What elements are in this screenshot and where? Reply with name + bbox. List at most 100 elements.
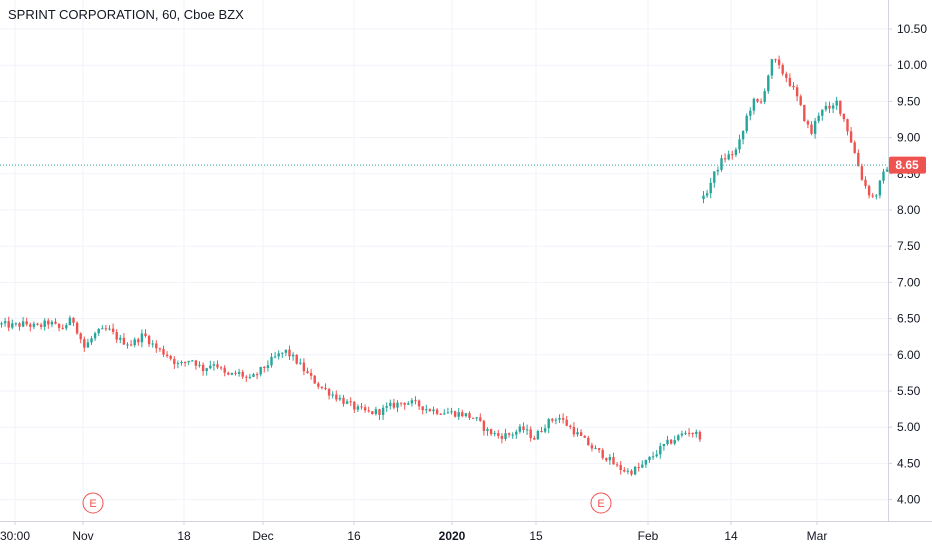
candle <box>493 430 496 437</box>
candle <box>770 58 774 80</box>
earnings-marker-2[interactable]: E <box>590 492 612 514</box>
candle-body <box>349 401 352 403</box>
candle <box>47 318 50 329</box>
candle-body <box>25 321 28 325</box>
candle <box>407 401 410 406</box>
candle <box>680 430 684 438</box>
time-tick-label: 18 <box>177 529 191 543</box>
price-tick-label: 8.00 <box>897 203 921 217</box>
time-tick-label: 15 <box>529 529 543 543</box>
candle-body <box>29 324 32 327</box>
candle-body <box>767 75 770 92</box>
price-tick-label: 9.00 <box>897 131 921 145</box>
earnings-marker-1[interactable]: E <box>82 492 104 514</box>
candle <box>284 349 288 357</box>
last-price-label: 8.65 <box>895 158 919 172</box>
candle-body <box>345 401 349 404</box>
candle <box>763 88 766 105</box>
candle-body <box>288 349 291 357</box>
candle-body <box>68 317 72 326</box>
candle-body <box>507 433 511 435</box>
candle-body <box>673 440 676 444</box>
candle-body <box>324 387 327 390</box>
time-tick-label: 30:00 <box>0 529 30 543</box>
candle-body <box>417 400 421 407</box>
candle-body <box>655 454 658 457</box>
candle <box>75 321 79 335</box>
time-tick-label: 14 <box>724 529 738 543</box>
price-tick-label: 5.50 <box>897 384 921 398</box>
candle-body <box>248 376 252 378</box>
candle-body <box>453 411 457 417</box>
candle-body <box>209 365 212 369</box>
candle-body <box>284 349 288 353</box>
candle-body <box>378 409 381 415</box>
candle-body <box>450 411 453 413</box>
candle-body <box>626 470 630 472</box>
candle-body <box>331 394 334 396</box>
candle <box>245 375 248 382</box>
candle <box>749 107 752 121</box>
time-tick-label: 16 <box>347 529 361 543</box>
candle-body <box>173 358 176 365</box>
candle <box>230 372 234 376</box>
candle <box>572 422 576 438</box>
candle-body <box>194 360 198 366</box>
candle <box>39 322 43 330</box>
candle <box>93 331 97 341</box>
candle <box>623 466 626 473</box>
candle <box>219 365 223 371</box>
candle <box>619 461 622 475</box>
candle <box>119 334 122 344</box>
candle-body <box>410 400 414 404</box>
candle-body <box>853 142 856 153</box>
candle-body <box>731 154 734 156</box>
candle <box>345 399 349 405</box>
candle <box>716 166 720 176</box>
candle <box>507 432 511 438</box>
candle-body <box>11 323 14 328</box>
candle <box>540 426 543 433</box>
candle <box>666 435 669 446</box>
candle-body <box>756 98 759 102</box>
candle-body <box>727 154 730 160</box>
candle-body <box>644 460 648 465</box>
price-tick-label: 5.00 <box>897 420 921 434</box>
candle <box>129 340 133 347</box>
candle-body <box>273 356 277 358</box>
candle <box>255 372 259 380</box>
candle-body <box>842 113 846 120</box>
candle-body <box>435 409 439 414</box>
candle-body <box>277 353 280 357</box>
candle <box>126 342 129 349</box>
candle-body <box>255 374 259 376</box>
candle-body <box>414 400 417 402</box>
candle-body <box>90 338 93 343</box>
candle <box>835 96 838 111</box>
candle <box>180 360 183 366</box>
candle-body <box>32 323 36 327</box>
candle <box>698 430 702 442</box>
candle <box>799 94 802 107</box>
candle-body <box>608 457 612 461</box>
candle <box>417 399 421 410</box>
candle <box>579 429 583 437</box>
candle-body <box>7 321 10 328</box>
candle-body <box>327 389 331 396</box>
candle <box>165 351 169 358</box>
candle <box>446 407 450 414</box>
candle-body <box>299 362 302 364</box>
candle-body <box>698 431 702 440</box>
candle <box>299 358 302 365</box>
candle <box>97 328 100 336</box>
candle-body <box>835 100 838 106</box>
price-tick-label: 7.00 <box>897 275 921 289</box>
candle <box>381 404 385 420</box>
candle <box>29 322 32 332</box>
candle-body <box>266 365 270 368</box>
candle-body <box>158 348 162 350</box>
candle <box>432 406 435 415</box>
candle-body <box>515 431 518 435</box>
candle-body <box>342 397 345 404</box>
candle <box>489 428 493 436</box>
